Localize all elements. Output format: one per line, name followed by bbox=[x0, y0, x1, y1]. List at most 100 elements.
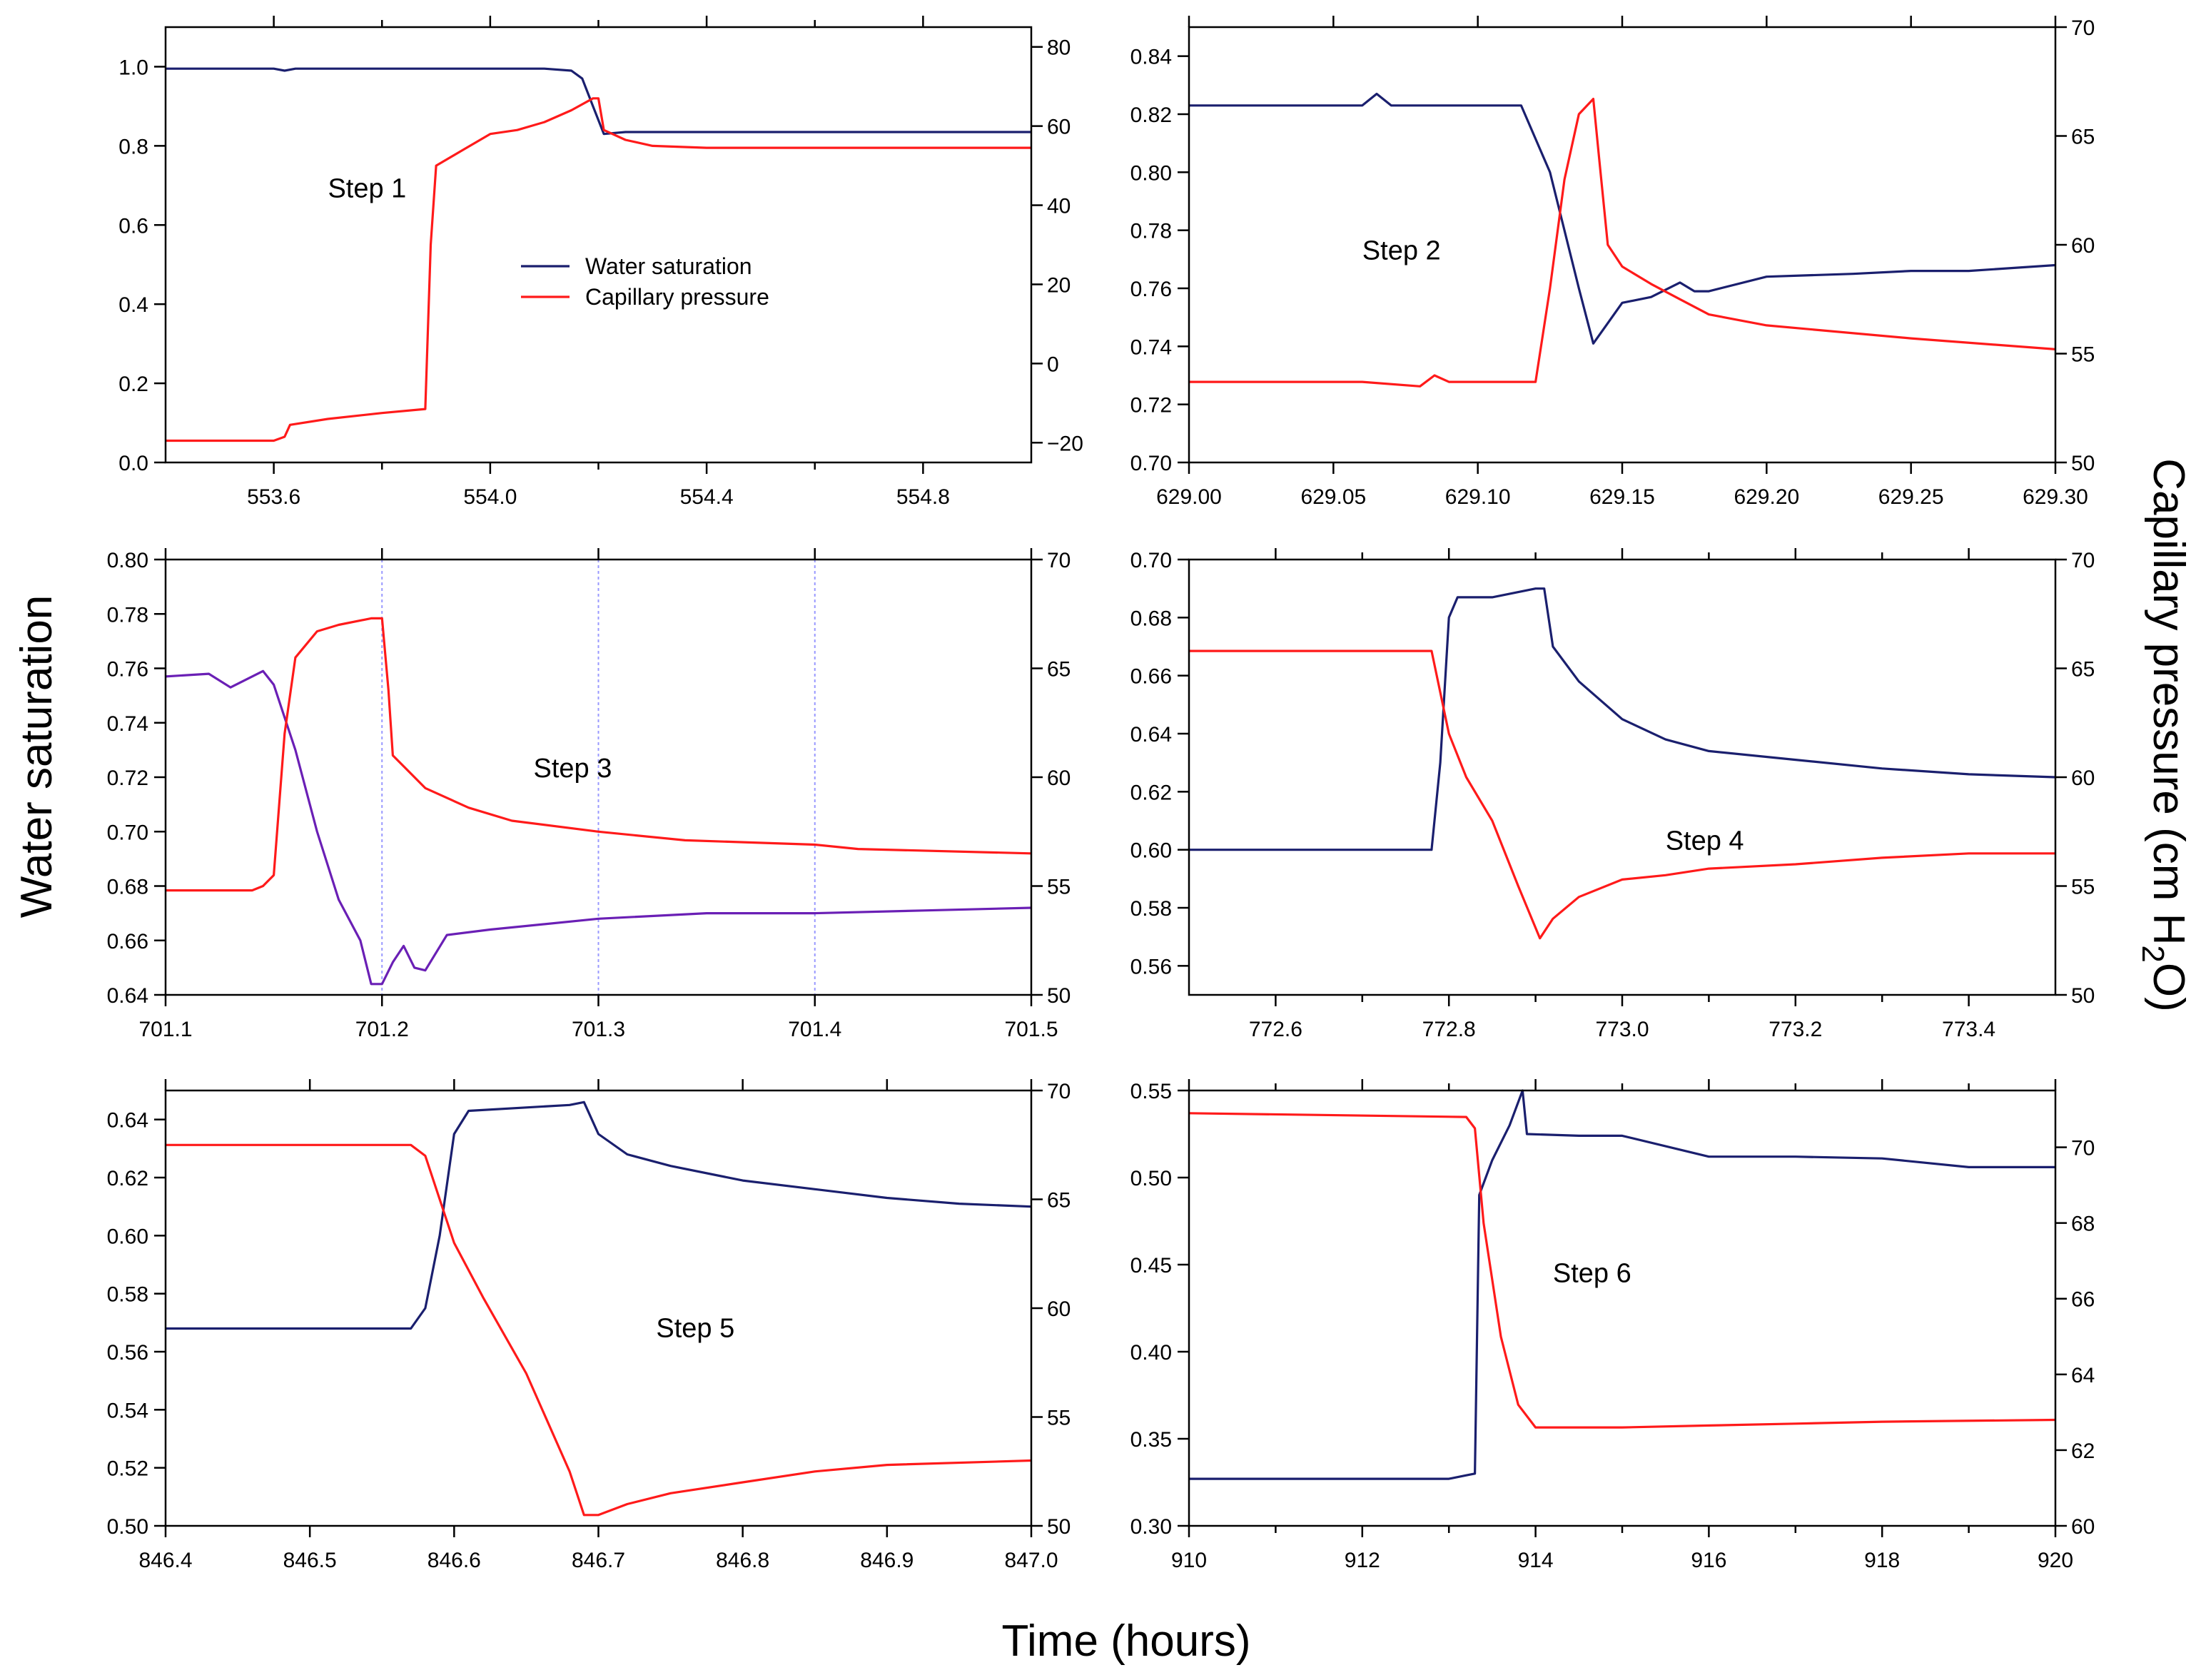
step-6-y-right-tick-label: 66 bbox=[2071, 1288, 2095, 1312]
step-2-y-right-tick-label: 55 bbox=[2071, 343, 2095, 367]
step-1-plot-frame bbox=[164, 26, 1033, 464]
step-5-y-left-tick-label: 0.62 bbox=[107, 1167, 148, 1190]
step-5-y-right-tick-label: 70 bbox=[1047, 1080, 1071, 1103]
step-2-y-left-tick-label: 0.78 bbox=[1130, 220, 1172, 243]
panel-step-5: 846.4 846.5 846.6 846.7 846.8 846.9 847.0 0.50 0… bbox=[107, 1079, 1071, 1572]
step-4-plot-frame bbox=[1188, 558, 2057, 996]
step-3-y-left-tick-label: 0.74 bbox=[107, 712, 148, 736]
step-5-x-tick-label: 846.4 bbox=[138, 1549, 192, 1572]
step-4-capillary-pressure-line bbox=[1189, 649, 2055, 940]
step-3-y-right-tick-label: 60 bbox=[1047, 766, 1071, 790]
step-5-y-left-tick-label: 0.56 bbox=[107, 1341, 148, 1365]
step-4-y-left-tick-label: 0.60 bbox=[1130, 839, 1172, 863]
step-4-y-right-tick-label: 65 bbox=[2071, 658, 2095, 682]
step-1-x-tick-label: 554.0 bbox=[463, 485, 517, 509]
step-5-x-tick-label: 847.0 bbox=[1004, 1549, 1058, 1572]
step-4-x-tick-label: 773.2 bbox=[1769, 1018, 1822, 1041]
step-1-y-right-tick-label: 20 bbox=[1047, 273, 1071, 297]
step-3-y-left-tick-label: 0.70 bbox=[107, 821, 148, 844]
step-4-y-left-tick-label: 0.70 bbox=[1130, 549, 1172, 572]
step-1-y-right-tick-label: −20 bbox=[1047, 432, 1083, 455]
step-4-y-left-tick-label: 0.62 bbox=[1130, 781, 1172, 804]
y-axis-title-right: Capillary pressure (cm H2O) bbox=[2135, 458, 2193, 1012]
step-6-y-right-tick-label: 62 bbox=[2071, 1439, 2095, 1463]
step-1-y-right-tick-label: 80 bbox=[1047, 36, 1071, 60]
step-2-x-tick-label: 629.15 bbox=[1589, 485, 1655, 509]
step-6-water-saturation-line bbox=[1189, 1089, 2055, 1480]
step-2-y-left-tick-label: 0.82 bbox=[1130, 103, 1172, 127]
step-2-x-tick-label: 629.05 bbox=[1300, 485, 1366, 509]
step-3-y-left-tick-label: 0.78 bbox=[107, 603, 148, 627]
step-6-label: Step 6 bbox=[1553, 1258, 1631, 1288]
step-1-y-right-tick-label: 60 bbox=[1047, 116, 1071, 139]
step-3-capillary-pressure-line bbox=[166, 617, 1032, 892]
step-5-x-tick-label: 846.8 bbox=[716, 1549, 769, 1572]
step-5-y-left-tick-label: 0.54 bbox=[107, 1399, 148, 1422]
step-1-y-left-tick-label: 0.8 bbox=[118, 135, 148, 158]
step-2-y-right-tick-label: 60 bbox=[2071, 234, 2095, 258]
step-6-x-tick-label: 920 bbox=[2038, 1549, 2073, 1572]
step-1-x-tick-label: 554.4 bbox=[680, 485, 734, 509]
step-3-y-left-tick-label: 0.80 bbox=[107, 549, 148, 572]
step-5-water-saturation-line bbox=[166, 1100, 1032, 1330]
step-1-x-tick-label: 553.6 bbox=[247, 485, 300, 509]
step-4-x-tick-label: 772.6 bbox=[1249, 1018, 1302, 1041]
panels-group: 553.6 554.0 554.4 554.8 0.0 0.2 0.4 0.6 0.8 1.0 −2… bbox=[107, 16, 2095, 1572]
step-6-y-right-tick-label: 70 bbox=[2071, 1137, 2095, 1160]
step-3-x-tick-label: 701.5 bbox=[1004, 1018, 1058, 1041]
step-6-y-right-tick-label: 64 bbox=[2071, 1364, 2095, 1387]
step-2-x-tick-label: 629.30 bbox=[2023, 485, 2088, 509]
step-4-y-right-tick-label: 70 bbox=[2071, 549, 2095, 572]
step-6-y-left-tick-label: 0.30 bbox=[1130, 1515, 1172, 1539]
step-1-y-left-tick-label: 0.2 bbox=[118, 373, 148, 396]
step-5-y-left-tick-label: 0.52 bbox=[107, 1457, 148, 1481]
step-1-water-saturation-line bbox=[166, 67, 1031, 136]
step-2-y-left-tick-label: 0.80 bbox=[1130, 161, 1172, 185]
step-4-y-left-tick-label: 0.56 bbox=[1130, 955, 1172, 978]
step-4-label: Step 4 bbox=[1666, 826, 1744, 856]
step-4-y-left-tick-label: 0.58 bbox=[1130, 897, 1172, 921]
step-6-plot-frame bbox=[1188, 1089, 2057, 1527]
step-2-y-left-tick-label: 0.72 bbox=[1130, 394, 1172, 418]
step-3-x-tick-label: 701.3 bbox=[572, 1018, 625, 1041]
step-3-x-tick-label: 701.2 bbox=[355, 1018, 409, 1041]
step-1-capillary-pressure-line bbox=[166, 97, 1031, 442]
step-3-y-left-tick-label: 0.68 bbox=[107, 876, 148, 899]
step-1-y-left-tick-label: 0.0 bbox=[118, 452, 148, 475]
step-4-x-tick-label: 773.4 bbox=[1942, 1018, 1995, 1041]
step-1-label: Step 1 bbox=[328, 173, 406, 203]
step-2-y-left-tick-label: 0.74 bbox=[1130, 335, 1172, 359]
x-axis-title: Time (hours) bbox=[1001, 1616, 1250, 1666]
step-6-y-left-tick-label: 0.40 bbox=[1130, 1341, 1172, 1365]
panel-step-3: 701.1 701.2 701.3 701.4 701.5 0.64 0.66 0.68 0.7… bbox=[107, 548, 1071, 1041]
step-5-y-left-tick-label: 0.50 bbox=[107, 1515, 148, 1539]
step-2-y-right-tick-label: 50 bbox=[2071, 452, 2095, 475]
step-6-x-tick-label: 914 bbox=[1518, 1549, 1554, 1572]
step-3-x-tick-label: 701.1 bbox=[138, 1018, 192, 1041]
step-1-y-left-tick-label: 0.4 bbox=[118, 293, 148, 317]
panel-step-1: 553.6 554.0 554.4 554.8 0.0 0.2 0.4 0.6 0.8 1.0 −2… bbox=[118, 16, 1083, 509]
step-2-x-tick-label: 629.25 bbox=[1878, 485, 1944, 509]
step-1-y-right-tick-label: 40 bbox=[1047, 195, 1071, 218]
step-6-y-right-tick-label: 68 bbox=[2071, 1213, 2095, 1236]
step-6-x-tick-label: 918 bbox=[1864, 1549, 1900, 1572]
step-1-x-tick-label: 554.8 bbox=[896, 485, 950, 509]
step-2-plot-frame bbox=[1188, 26, 2057, 464]
step-3-y-left-tick-label: 0.76 bbox=[107, 658, 148, 682]
step-3-y-right-tick-label: 50 bbox=[1047, 984, 1071, 1008]
step-5-x-tick-label: 846.7 bbox=[572, 1549, 625, 1572]
legend-water-saturation-label: Water saturation bbox=[585, 253, 752, 279]
step-2-x-tick-label: 629.10 bbox=[1445, 485, 1511, 509]
step-6-y-left-tick-label: 0.55 bbox=[1130, 1080, 1172, 1103]
step-4-y-right-tick-label: 50 bbox=[2071, 984, 2095, 1008]
step-3-y-left-tick-label: 0.72 bbox=[107, 766, 148, 790]
step-3-y-left-tick-label: 0.64 bbox=[107, 984, 148, 1008]
step-5-y-left-tick-label: 0.64 bbox=[107, 1109, 148, 1133]
step-5-capillary-pressure-line bbox=[166, 1143, 1032, 1517]
step-3-y-right-tick-label: 55 bbox=[1047, 876, 1071, 899]
step-3-y-right-tick-label: 70 bbox=[1047, 549, 1071, 572]
step-4-y-left-tick-label: 0.66 bbox=[1130, 665, 1172, 689]
step-2-y-left-tick-label: 0.84 bbox=[1130, 46, 1172, 69]
step-2-water-saturation-line bbox=[1189, 92, 2056, 345]
